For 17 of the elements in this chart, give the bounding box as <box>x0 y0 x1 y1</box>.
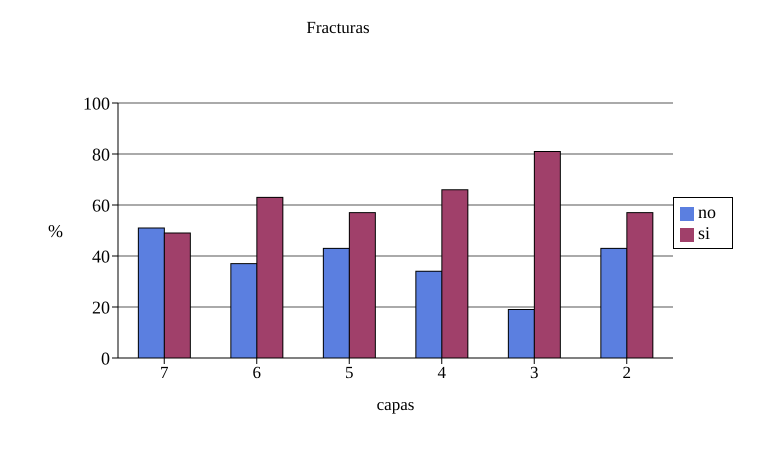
x-tick-label: 3 <box>530 363 538 382</box>
y-tick-label: 40 <box>92 246 110 266</box>
x-tick-label: 7 <box>160 363 169 382</box>
y-axis-title: % <box>48 220 63 241</box>
y-tick-label: 0 <box>101 348 110 368</box>
chart-title: Fracturas <box>305 18 371 38</box>
x-axis-title: capas <box>376 395 414 414</box>
x-tick-label: 2 <box>622 363 631 382</box>
y-tick-label: 100 <box>83 93 110 114</box>
legend-label: no <box>698 202 716 222</box>
x-tick-label: 6 <box>252 363 261 382</box>
y-tick-label: 20 <box>92 297 110 318</box>
legend-label: si <box>698 223 710 243</box>
y-tick-label: 60 <box>92 195 110 216</box>
y-tick-label: 80 <box>92 144 110 164</box>
x-tick-label: 4 <box>438 363 446 382</box>
x-tick-label: 5 <box>345 363 354 382</box>
